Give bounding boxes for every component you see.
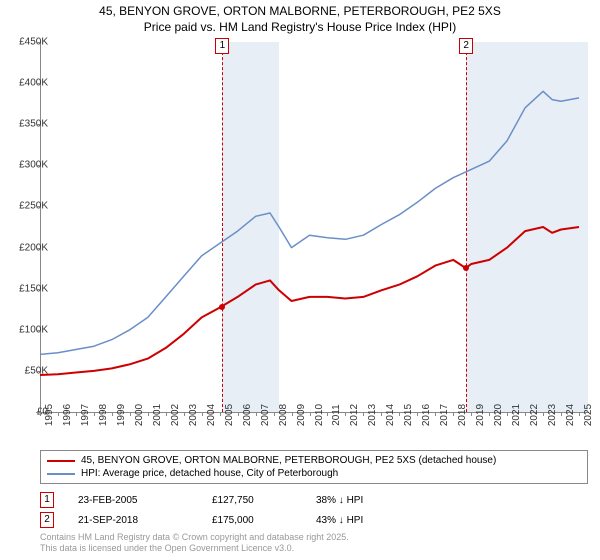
x-tick-label: 2020 [493, 404, 504, 426]
x-tick-label: 2009 [296, 404, 307, 426]
y-tick-label: £200K [19, 242, 48, 253]
event-table: 1 23-FEB-2005 £127,750 38% ↓ HPI 2 21-SE… [40, 490, 406, 530]
x-tick-label: 2014 [385, 404, 396, 426]
credits-line: Contains HM Land Registry data © Crown c… [40, 532, 349, 543]
x-tick-label: 2018 [457, 404, 468, 426]
event-date: 21-SEP-2018 [78, 515, 188, 526]
x-tick-label: 2008 [278, 404, 289, 426]
chart-container: 45, BENYON GROVE, ORTON MALBORNE, PETERB… [0, 0, 600, 560]
x-tick-label: 2010 [314, 404, 325, 426]
event-marker: 1 [40, 492, 54, 508]
series-line-hpi [40, 91, 579, 354]
y-tick-label: £350K [19, 119, 48, 130]
x-tick-label: 2016 [421, 404, 432, 426]
marker-label: 2 [459, 38, 473, 54]
x-tick-label: 2019 [475, 404, 486, 426]
event-price: £175,000 [212, 515, 292, 526]
marker-dot [463, 265, 469, 271]
x-tick-label: 2022 [529, 404, 540, 426]
x-tick-label: 2015 [403, 404, 414, 426]
event-row: 1 23-FEB-2005 £127,750 38% ↓ HPI [40, 490, 406, 510]
series-line-price_paid [40, 227, 579, 375]
legend-item: HPI: Average price, detached house, City… [47, 467, 581, 480]
x-tick-label: 2011 [331, 404, 342, 426]
x-tick-label: 2007 [260, 404, 271, 426]
legend-text: HPI: Average price, detached house, City… [81, 468, 338, 479]
credits-line: This data is licensed under the Open Gov… [40, 543, 349, 554]
x-tick-label: 1998 [98, 404, 109, 426]
event-diff: 43% ↓ HPI [316, 515, 406, 526]
y-tick-label: £100K [19, 324, 48, 335]
title-line-2: Price paid vs. HM Land Registry's House … [0, 20, 600, 36]
x-tick-label: 2024 [565, 404, 576, 426]
x-tick-label: 1996 [62, 404, 73, 426]
chart-title: 45, BENYON GROVE, ORTON MALBORNE, PETERB… [0, 0, 600, 35]
x-tick-label: 2012 [349, 404, 360, 426]
event-date: 23-FEB-2005 [78, 495, 188, 506]
x-tick-label: 1997 [80, 404, 91, 426]
x-tick-label: 2001 [152, 404, 163, 426]
event-marker: 2 [40, 512, 54, 528]
legend-item: 45, BENYON GROVE, ORTON MALBORNE, PETERB… [47, 454, 581, 467]
x-tick-label: 2021 [511, 404, 522, 426]
x-tick-label: 2025 [583, 404, 594, 426]
marker-label: 1 [215, 38, 229, 54]
event-row: 2 21-SEP-2018 £175,000 43% ↓ HPI [40, 510, 406, 530]
x-tick-label: 2002 [170, 404, 181, 426]
legend: 45, BENYON GROVE, ORTON MALBORNE, PETERB… [40, 450, 588, 484]
y-tick-label: £250K [19, 201, 48, 212]
x-tick-label: 2000 [134, 404, 145, 426]
x-tick-label: 2023 [547, 404, 558, 426]
event-diff: 38% ↓ HPI [316, 495, 406, 506]
x-tick-label: 2005 [224, 404, 235, 426]
legend-text: 45, BENYON GROVE, ORTON MALBORNE, PETERB… [81, 455, 496, 466]
y-tick-label: £450K [19, 37, 48, 48]
x-tick-label: 1995 [44, 404, 55, 426]
chart-lines-svg [40, 42, 588, 412]
marker-dot [219, 304, 225, 310]
x-tick-label: 1999 [116, 404, 127, 426]
y-tick-label: £150K [19, 283, 48, 294]
x-tick-label: 2004 [206, 404, 217, 426]
x-tick-label: 2017 [439, 404, 450, 426]
y-tick-label: £400K [19, 78, 48, 89]
x-tick-label: 2013 [367, 404, 378, 426]
legend-swatch [47, 460, 75, 462]
event-price: £127,750 [212, 495, 292, 506]
title-line-1: 45, BENYON GROVE, ORTON MALBORNE, PETERB… [0, 4, 600, 20]
x-tick-label: 2003 [188, 404, 199, 426]
x-tick-label: 2006 [242, 404, 253, 426]
y-tick-label: £300K [19, 160, 48, 171]
credits: Contains HM Land Registry data © Crown c… [40, 532, 349, 554]
legend-swatch [47, 473, 75, 475]
